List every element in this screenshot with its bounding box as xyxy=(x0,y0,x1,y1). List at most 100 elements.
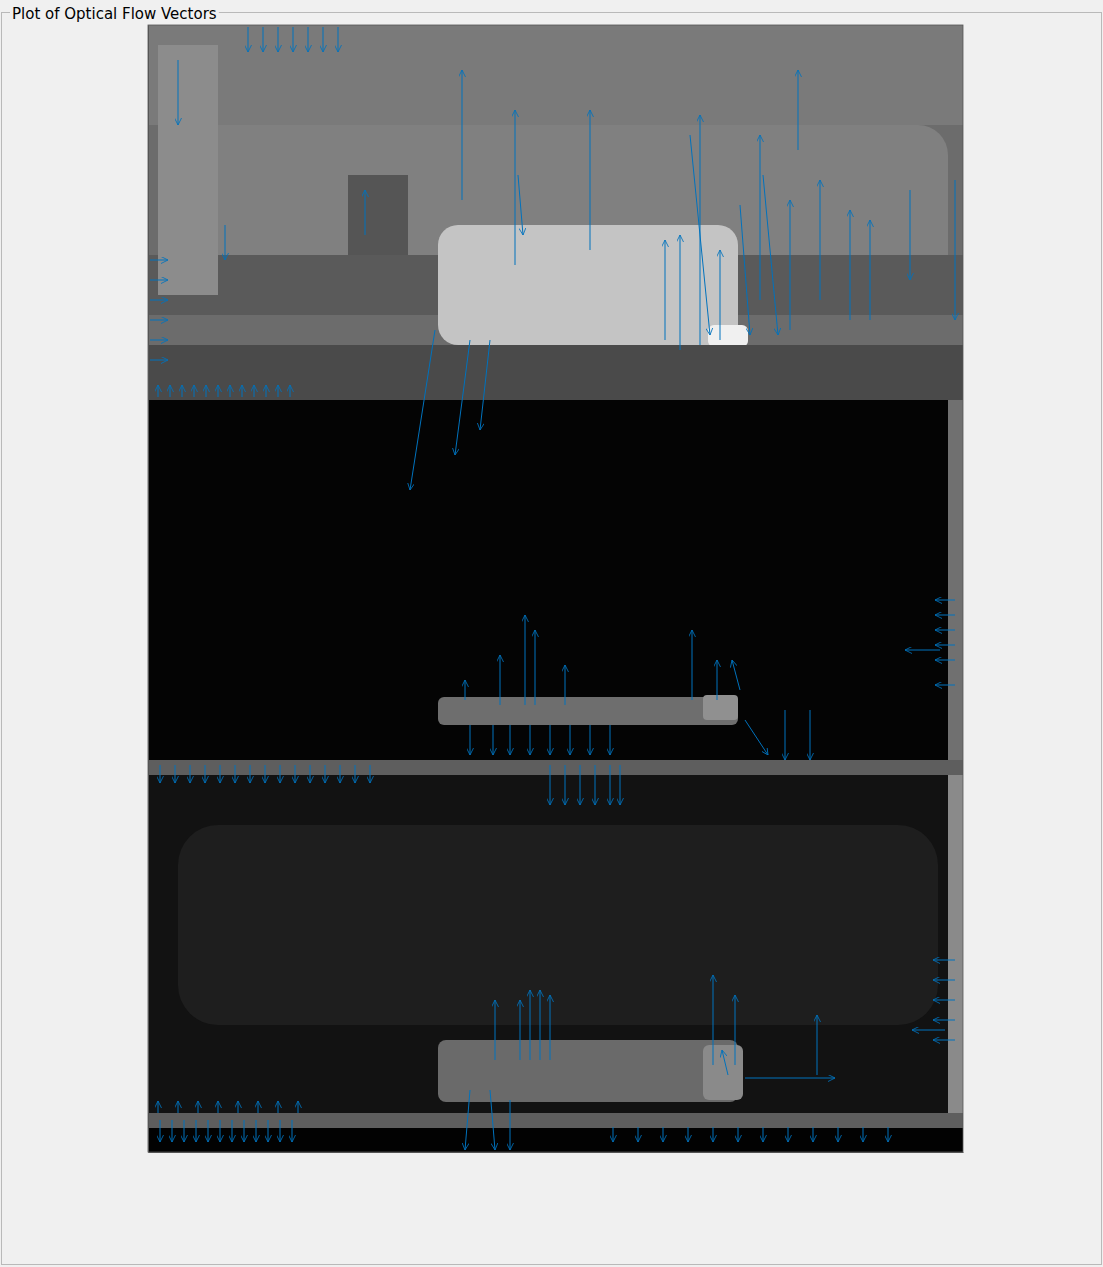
flow-vector xyxy=(595,765,596,805)
flow-vector xyxy=(338,27,339,52)
flow-vector xyxy=(933,960,955,961)
flow-vector xyxy=(910,190,911,280)
flow-vector xyxy=(220,1120,221,1142)
flow-vector xyxy=(590,110,591,250)
image-background xyxy=(148,25,963,1152)
flow-vector xyxy=(610,765,611,805)
flow-vector xyxy=(738,1127,739,1142)
flow-vector xyxy=(530,725,531,755)
flow-vector xyxy=(763,1127,764,1142)
flow-vector xyxy=(495,1000,496,1060)
flow-vector xyxy=(278,27,279,52)
flow-vector xyxy=(870,220,871,320)
flow-vector xyxy=(838,1127,839,1142)
flow-vector xyxy=(232,1120,233,1142)
flow-vector xyxy=(150,320,168,321)
flow-vector xyxy=(935,600,955,601)
flow-vector xyxy=(798,70,799,150)
flow-vector xyxy=(500,655,501,705)
flow-vector xyxy=(268,1120,269,1142)
axis-line xyxy=(149,1152,964,1153)
flow-vector xyxy=(206,385,207,397)
flow-vector xyxy=(565,765,566,805)
title-background xyxy=(10,5,219,23)
flow-vector xyxy=(323,27,324,52)
flow-vector xyxy=(810,710,811,760)
flow-vector xyxy=(520,1000,521,1060)
flow-vector xyxy=(510,1100,511,1150)
flow-vector xyxy=(230,385,231,397)
flow-vector xyxy=(170,385,171,397)
flow-vector xyxy=(745,720,768,755)
flow-vector xyxy=(370,765,371,783)
flow-vector xyxy=(788,1127,789,1142)
flow-vector xyxy=(242,385,243,397)
flow-vector xyxy=(205,765,206,783)
flow-vector xyxy=(905,650,940,651)
flow-vector xyxy=(235,765,236,783)
flow-vector xyxy=(238,1101,239,1113)
flow-vector xyxy=(535,630,536,705)
flow-vector xyxy=(817,1015,818,1075)
flow-vector xyxy=(550,725,551,755)
flow-vector xyxy=(410,330,435,490)
flow-vector xyxy=(570,725,571,755)
vectors xyxy=(150,27,955,1150)
flow-vector xyxy=(620,765,621,805)
flow-vector xyxy=(158,385,159,397)
flow-vector xyxy=(293,27,294,52)
axis-line xyxy=(148,26,149,1153)
flow-vector xyxy=(813,1127,814,1142)
flow-vector xyxy=(290,385,291,397)
flow-vector xyxy=(935,615,955,616)
flow-vector xyxy=(265,765,266,783)
flow-vector xyxy=(158,1101,159,1113)
flow-vector xyxy=(325,765,326,783)
flow-vector xyxy=(550,765,551,805)
flow-vector xyxy=(490,1090,495,1150)
flow-vector xyxy=(470,725,471,755)
flow-vector xyxy=(888,1127,889,1142)
image-region xyxy=(703,695,738,720)
flow-vector xyxy=(510,725,511,755)
image-region xyxy=(158,45,218,295)
flow-vector xyxy=(150,360,168,361)
flow-vector xyxy=(298,1101,299,1113)
flow-vector xyxy=(340,765,341,783)
flow-vector xyxy=(580,765,581,805)
flow-vector xyxy=(550,995,551,1060)
flow-vector xyxy=(480,340,490,430)
flow-vector xyxy=(935,645,955,646)
flow-vector xyxy=(465,1090,470,1150)
flow-vector xyxy=(863,1127,864,1142)
image-region xyxy=(438,1040,738,1102)
flow-vector xyxy=(310,765,311,783)
flow-vector xyxy=(258,1101,259,1113)
flow-vector xyxy=(455,340,470,455)
flow-vector xyxy=(308,27,309,52)
flow-vector xyxy=(190,765,191,783)
flow-vector xyxy=(610,725,611,755)
flow-vector xyxy=(493,725,494,755)
flow-vector xyxy=(295,765,296,783)
flow-vector xyxy=(665,240,666,340)
flow-vector xyxy=(717,660,718,700)
image-region xyxy=(148,25,963,125)
flow-vector xyxy=(250,765,251,783)
flow-vector xyxy=(850,210,851,320)
flow-vector xyxy=(760,135,761,300)
flow-vector xyxy=(638,1127,639,1142)
flow-vector xyxy=(266,385,267,397)
flow-vector xyxy=(732,660,740,690)
flow-vector xyxy=(935,630,955,631)
flow-vector xyxy=(690,135,710,335)
flow-vector xyxy=(150,280,168,281)
x-axis xyxy=(149,1152,964,1153)
flow-vector xyxy=(933,1000,955,1001)
image-region xyxy=(148,760,963,775)
flow-vector xyxy=(820,180,821,300)
flow-vector xyxy=(745,1078,835,1079)
flow-vector xyxy=(515,110,516,265)
image-region xyxy=(148,400,963,760)
flow-vector xyxy=(178,60,179,125)
